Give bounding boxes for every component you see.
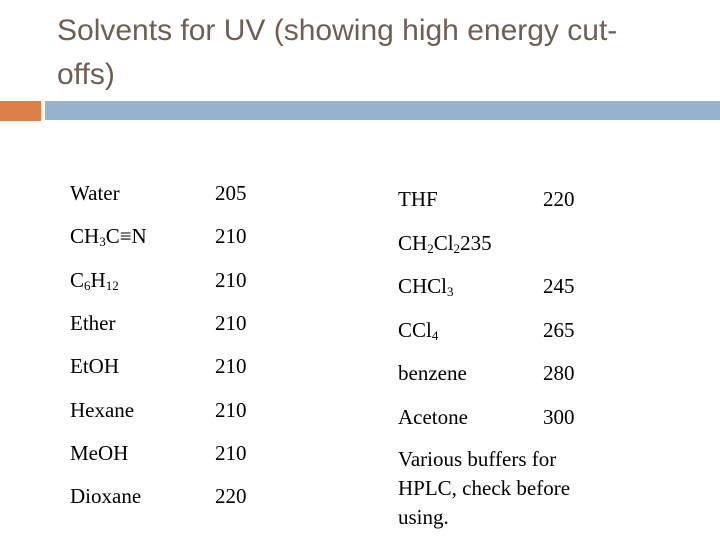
solvent-name: CCl4 — [398, 317, 439, 343]
solvent-name: Dioxane — [70, 484, 142, 509]
cutoff-value: 210 — [215, 397, 247, 422]
solvent-name: THF — [398, 187, 438, 211]
cutoff-value: 300 — [543, 404, 575, 429]
solvent-name: CH3C≡N — [70, 224, 147, 250]
table-row: THF 220 — [398, 187, 575, 211]
solvent-name: benzene — [398, 361, 467, 385]
solvent-name: MeOH — [70, 440, 129, 465]
table-row: CH2Cl2235 — [398, 231, 543, 255]
table-row: CH3C≡N 210 — [70, 224, 247, 248]
cutoff-value: 265 — [543, 317, 575, 342]
table-row: CCl4 265 — [398, 318, 575, 342]
solvent-name: CH2Cl2235 — [398, 230, 492, 256]
table-row: Dioxane 220 — [70, 484, 247, 508]
solvent-name: Acetone — [398, 404, 468, 429]
solvent-name: EtOH — [70, 354, 119, 379]
solvent-name: Ether — [70, 310, 116, 335]
title-underline-bar — [45, 101, 720, 120]
table-row: EtOH 210 — [70, 354, 247, 378]
table-row: benzene 280 — [398, 361, 575, 385]
cutoff-value: 220 — [543, 187, 575, 211]
table-row: Ether 210 — [70, 311, 247, 335]
table-row: CHCl3 245 — [398, 274, 575, 298]
cutoff-value: 210 — [215, 354, 247, 379]
table-row: Water 205 — [70, 181, 247, 205]
solvent-table-right-column: THF 220 CH2Cl2235 CHCl3 245 CCl4 265 benzene 280… — [398, 187, 720, 467]
cutoff-value: 280 — [543, 361, 575, 385]
accent-square — [0, 101, 41, 121]
cutoff-value: 210 — [215, 224, 247, 249]
slide-title: Solvents for UV (showing high energy cut… — [57, 14, 618, 91]
table-row: Hexane 210 — [70, 398, 247, 422]
cutoff-value: 210 — [215, 310, 247, 335]
solvent-name: Water — [70, 181, 120, 205]
solvent-table-left-column: Water 205 CH3C≡N 210 C6H12 210 Ether 210 EtOH 210… — [70, 181, 390, 531]
solvent-name: C6H12 — [70, 267, 119, 293]
solvent-name: CHCl3 — [398, 274, 454, 299]
table-row: MeOH 210 — [70, 441, 247, 465]
cutoff-value: 205 — [215, 181, 247, 205]
hplc-buffers-note: Various buffers for HPLC, check before u… — [398, 447, 571, 529]
solvent-name: Hexane — [70, 397, 135, 422]
cutoff-value: 210 — [215, 440, 247, 465]
cutoff-value: 210 — [215, 267, 247, 292]
table-row: Acetone 300 — [398, 405, 575, 429]
cutoff-value: 220 — [215, 484, 247, 509]
cutoff-value: 245 — [543, 274, 575, 298]
table-row: C6H12 210 — [70, 268, 247, 292]
